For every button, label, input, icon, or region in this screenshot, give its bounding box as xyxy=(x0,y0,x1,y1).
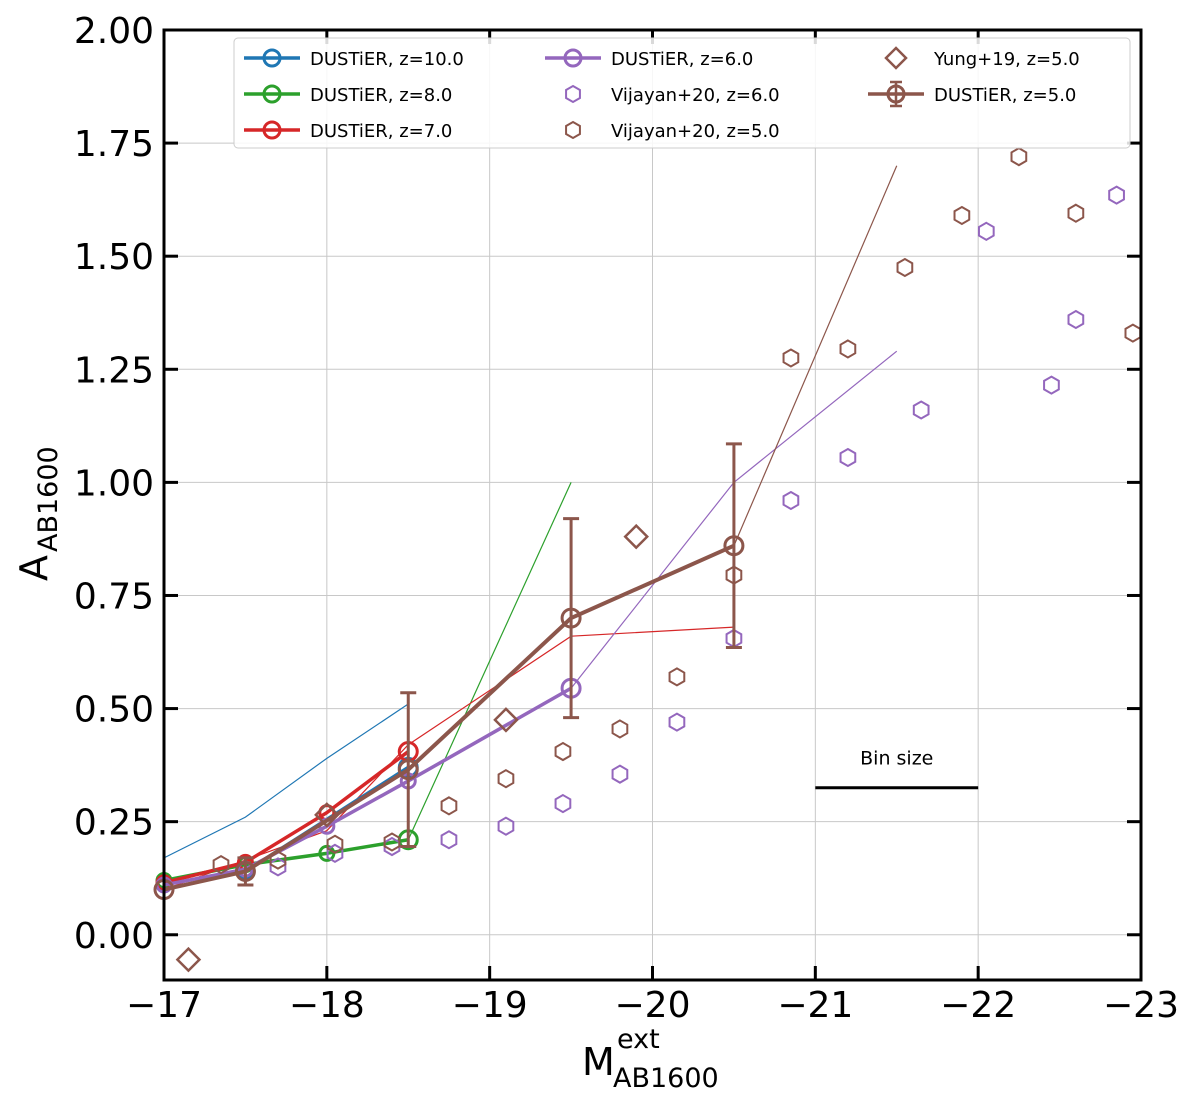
legend-item: DUSTiER, z=5.0 xyxy=(868,80,1076,108)
y-tick-label: 0.75 xyxy=(74,576,154,617)
data-point xyxy=(977,221,995,241)
svg-text:M: M xyxy=(582,1040,615,1084)
x-tick-label: −21 xyxy=(777,985,853,1026)
legend-item: Vijayan+20, z=5.0 xyxy=(565,120,780,142)
legend-label: DUSTiER, z=10.0 xyxy=(310,49,464,70)
data-point xyxy=(896,257,914,278)
legend-marker xyxy=(565,120,581,140)
y-axis-label: A AB1600 xyxy=(12,446,64,581)
y-tick-label: 2.00 xyxy=(74,11,154,52)
legend-item: DUSTiER, z=7.0 xyxy=(244,120,452,142)
data-point xyxy=(554,793,572,814)
legend-label: DUSTiER, z=8.0 xyxy=(310,85,452,106)
y-tick-label: 1.25 xyxy=(74,350,154,391)
data-point xyxy=(839,447,857,468)
data-point xyxy=(723,535,745,557)
x-tick-label: −19 xyxy=(452,985,528,1026)
x-tick-label: −23 xyxy=(1103,985,1179,1026)
data-point xyxy=(668,712,686,732)
data-point xyxy=(611,719,629,739)
x-tick-label: −17 xyxy=(126,985,202,1026)
y-tick-label: 1.00 xyxy=(74,463,154,504)
series-dustier-z-5-0 xyxy=(153,442,745,901)
x-tick-label: −18 xyxy=(289,985,365,1026)
data-point xyxy=(782,348,800,368)
data-point xyxy=(1043,375,1060,395)
data-point xyxy=(1108,185,1125,205)
y-tick-label: 1.50 xyxy=(74,237,154,278)
data-point xyxy=(912,400,930,420)
data-point xyxy=(397,759,419,781)
legend-item: Yung+19, z=5.0 xyxy=(884,46,1080,70)
legend-marker xyxy=(884,46,908,70)
data-point xyxy=(326,834,344,854)
legend-item: DUSTiER, z=10.0 xyxy=(244,48,464,70)
legend-item: DUSTiER, z=8.0 xyxy=(244,84,452,106)
data-point xyxy=(493,707,519,733)
data-point xyxy=(383,832,401,852)
legend-label: Vijayan+20, z=5.0 xyxy=(611,121,780,142)
x-axis-label-sub: AB1600 xyxy=(613,1063,719,1094)
x-axis-label: M AB1600 ext xyxy=(582,1024,719,1094)
data-point xyxy=(175,946,202,973)
x-tick-label: −20 xyxy=(615,985,691,1026)
legend-item: Vijayan+20, z=6.0 xyxy=(565,84,780,106)
y-axis-label-sub: AB1600 xyxy=(33,446,64,552)
legend: DUSTiER, z=10.0 DUSTiER, z=8.0 DUSTiER, z=… xyxy=(233,37,1131,149)
series-line xyxy=(163,750,410,885)
legend-marker xyxy=(262,120,282,140)
series-vijayan-20-z-5-0 xyxy=(212,147,1142,875)
legend-marker xyxy=(262,48,282,68)
legend-marker xyxy=(565,84,581,104)
data-point xyxy=(623,523,649,550)
legend-label: DUSTiER, z=5.0 xyxy=(934,85,1076,106)
thin-line xyxy=(407,482,572,841)
data-point xyxy=(440,796,458,816)
legend-label: Vijayan+20, z=6.0 xyxy=(611,85,780,106)
x-axis-label-sup: ext xyxy=(617,1024,660,1055)
data-point xyxy=(1067,203,1085,223)
data-point xyxy=(839,339,857,359)
y-tick-label: 1.75 xyxy=(74,124,154,165)
legend-label: Yung+19, z=5.0 xyxy=(933,49,1080,70)
plot-area: Bin size xyxy=(153,147,1142,973)
y-tick-label: 0.50 xyxy=(74,690,154,731)
x-axis-label-main: M xyxy=(582,1040,615,1084)
data-point xyxy=(782,490,800,511)
legend-marker xyxy=(563,48,583,68)
y-tick-label: 0.00 xyxy=(74,916,154,957)
legend-label: DUSTiER, z=7.0 xyxy=(310,121,452,142)
data-point xyxy=(497,769,515,789)
data-point xyxy=(1010,147,1028,167)
thin-line xyxy=(733,165,898,546)
legend-box xyxy=(233,37,1131,149)
data-point xyxy=(440,830,458,850)
bin-size-label: Bin size xyxy=(860,748,933,770)
legend-item: DUSTiER, z=6.0 xyxy=(545,48,753,70)
data-point xyxy=(560,607,582,629)
data-point xyxy=(497,816,515,836)
y-tick-label: 0.25 xyxy=(74,803,154,844)
data-point xyxy=(212,854,230,875)
data-point xyxy=(314,802,340,828)
data-point xyxy=(234,860,256,882)
data-point xyxy=(611,764,629,784)
data-point xyxy=(668,667,686,687)
series-yung-19-z-5-0 xyxy=(175,523,649,973)
data-point xyxy=(554,741,572,762)
legend-marker xyxy=(262,84,282,104)
thin-line xyxy=(163,703,409,859)
axis-ticks: −17 −18 −19 −20 −21 −22 −23 0.00 0.25 0.50 0.75 1.0… xyxy=(74,11,1179,1026)
x-tick-label: −22 xyxy=(940,985,1016,1026)
data-point xyxy=(1067,309,1085,330)
legend-label: DUSTiER, z=6.0 xyxy=(611,49,753,70)
data-point xyxy=(953,205,971,226)
y-axis-label-main: A xyxy=(12,555,56,581)
